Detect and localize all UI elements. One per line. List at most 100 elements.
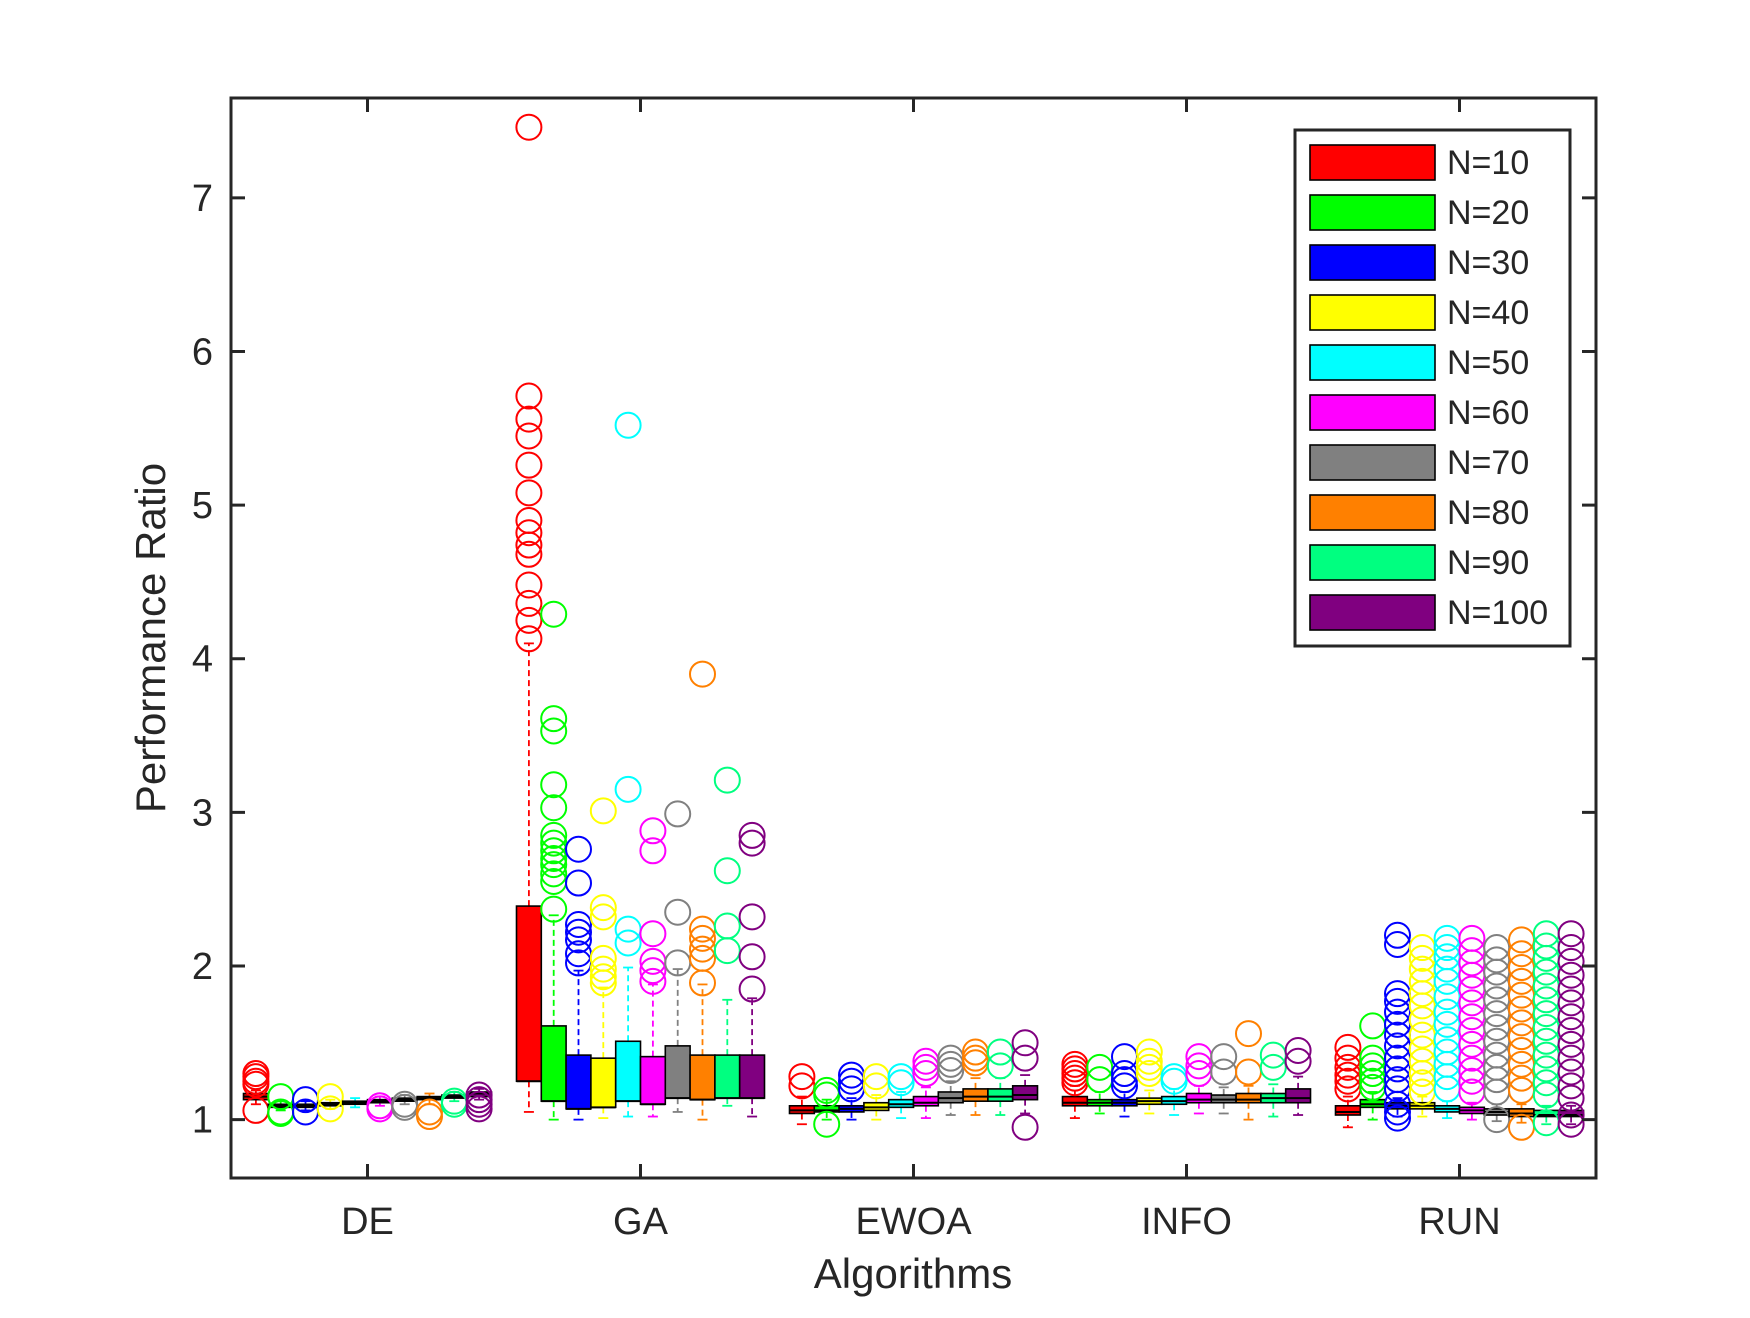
box-group-info (1061, 1020, 1312, 1121)
outlier-point (515, 625, 543, 653)
outlier-point (540, 829, 568, 857)
outlier-point (1210, 1043, 1238, 1071)
outlier-point (937, 1050, 965, 1078)
y-tick-label: 7 (192, 178, 213, 220)
outlier-point (1557, 920, 1585, 948)
outlier-point (1284, 1047, 1312, 1075)
outlier-point (540, 844, 568, 872)
outlier-point (1433, 983, 1461, 1011)
box-n10 (515, 905, 543, 1083)
outlier-point (540, 771, 568, 799)
outlier-point (465, 1095, 493, 1123)
outlier-point (614, 775, 642, 803)
box-n10 (1061, 1095, 1089, 1107)
box-n80 (962, 1088, 989, 1102)
outlier-point (1483, 946, 1511, 974)
x-tick-label: DE (341, 1201, 394, 1243)
outlier-point (614, 929, 642, 957)
outlier-point (738, 943, 766, 971)
outlier-point (1557, 1101, 1585, 1129)
legend-swatch (1309, 594, 1436, 631)
legend-label: N=90 (1447, 544, 1529, 582)
outlier-point (1359, 1012, 1387, 1040)
outlier-point (1384, 1021, 1411, 1049)
box-n60 (912, 1095, 940, 1107)
outlier-point (1011, 1044, 1039, 1072)
y-axis-label: Performance Ratio (127, 463, 174, 813)
outlier-point (1433, 967, 1461, 995)
outlier-point (937, 1056, 965, 1084)
outlier-point (788, 1063, 816, 1091)
outlier-point (1557, 934, 1585, 962)
box-group-ewoa (788, 1029, 1039, 1141)
legend-swatch (1309, 294, 1436, 331)
outlier-point (986, 1052, 1014, 1080)
box-n60 (1185, 1092, 1213, 1104)
box-n30 (565, 1054, 592, 1110)
outlier-point (540, 821, 568, 849)
outlier-point (1086, 1053, 1114, 1081)
outlier-point (689, 969, 716, 997)
outlier-point (1532, 986, 1560, 1014)
outlier-point (540, 860, 568, 888)
outlier-point (962, 1038, 989, 1066)
outlier-point (1185, 1052, 1213, 1080)
outlier-point (614, 915, 642, 943)
outlier-point (515, 531, 543, 559)
outlier-point (540, 895, 568, 923)
outlier-point (1508, 967, 1535, 995)
outlier-point (887, 1063, 915, 1091)
outlier-point (1111, 1066, 1138, 1094)
y-tick-label: 3 (192, 792, 213, 834)
outlier-point (1408, 1021, 1436, 1049)
legend-swatch (1309, 244, 1436, 281)
outlier-point (1458, 1017, 1486, 1045)
legend-label: N=10 (1447, 144, 1529, 182)
outlier-point (515, 519, 543, 547)
x-tick-label: GA (613, 1201, 669, 1243)
legend-label: N=20 (1447, 194, 1529, 232)
box-n100 (1284, 1088, 1312, 1104)
outlier-point (639, 920, 667, 948)
legend-swatch (1309, 494, 1436, 531)
outlier-point (1557, 975, 1585, 1003)
outlier-point (589, 903, 617, 931)
outlier-point (515, 405, 543, 433)
outlier-point (689, 924, 716, 952)
legend-label: N=70 (1447, 444, 1529, 482)
outlier-point (912, 1053, 940, 1081)
outlier-point (1557, 1044, 1585, 1072)
outlier-point (1384, 1104, 1411, 1132)
outlier-point (838, 1061, 865, 1089)
outlier-point (1433, 1010, 1461, 1038)
outlier-point (1508, 1009, 1535, 1037)
outlier-point (1557, 1003, 1585, 1031)
outlier-point (1508, 954, 1535, 982)
outlier-point (1011, 1029, 1039, 1057)
outlier-point (1557, 1030, 1585, 1058)
outlier-point (887, 1069, 915, 1097)
outlier-point (1408, 1006, 1436, 1034)
outlier-point (1384, 1098, 1411, 1126)
outlier-point (1135, 1047, 1163, 1075)
legend-label: N=30 (1447, 244, 1529, 282)
outlier-point (614, 411, 642, 439)
outlier-point (515, 589, 543, 617)
outlier-point (1235, 1058, 1262, 1086)
outlier-point (1483, 1027, 1511, 1055)
outlier-point (540, 600, 568, 628)
outlier-point (565, 926, 592, 954)
outlier-point (1557, 1110, 1585, 1138)
outlier-point (1408, 1069, 1436, 1097)
outlier-point (1532, 1055, 1560, 1083)
outlier-point (1508, 1036, 1535, 1064)
outlier-point (416, 1103, 443, 1131)
y-tick-label: 1 (192, 1100, 213, 1142)
outlier-point (813, 1110, 841, 1138)
outlier-point (589, 955, 617, 983)
outlier-point (738, 975, 766, 1003)
outlier-point (713, 766, 741, 794)
outlier-point (515, 451, 543, 479)
box-n100 (738, 1054, 766, 1099)
